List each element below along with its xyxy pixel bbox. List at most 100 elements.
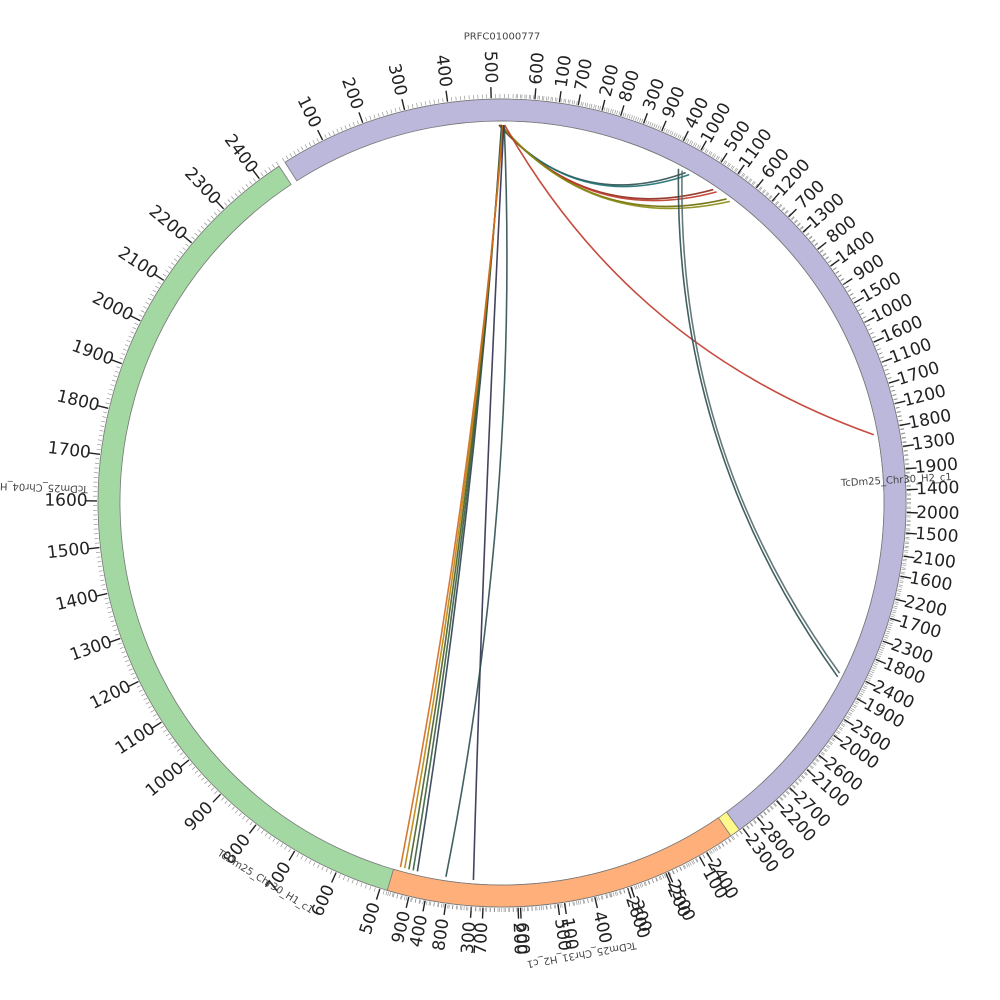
tick-chr04-2410 — [863, 685, 868, 688]
tick-chr31-840 — [429, 901, 432, 906]
tick-chr04-2460 — [853, 704, 857, 707]
tick-chr04-2680 — [795, 781, 800, 785]
tick-chr31-800 — [443, 903, 447, 916]
link-11 — [472, 124, 505, 880]
tick-chr30h1-560 — [351, 879, 354, 884]
tick-chr30h2-900 — [842, 278, 853, 286]
tick-chr04-860 — [645, 120, 648, 125]
tick-chr30h2-1570 — [902, 563, 907, 565]
tick-chr04-720 — [586, 103, 588, 108]
tick-label-chr31-600: 600 — [511, 922, 532, 955]
tick-chr30h2-450 — [702, 147, 705, 152]
tick-chr30h1-1890 — [116, 366, 121, 369]
tick-chr30h2-2040 — [823, 749, 827, 753]
tick-chr30h2-1300 — [902, 444, 915, 448]
tick-chr30h1-2260 — [207, 218, 211, 223]
tick-chr04-380 — [437, 98, 440, 103]
tick-chr30h1-610 — [329, 870, 333, 875]
link-9 — [403, 124, 504, 869]
tick-chr30h2-250 — [622, 112, 625, 117]
tick-chr30h2-1640 — [896, 592, 901, 595]
tick-chr04-330 — [416, 102, 418, 108]
tick-chr04-1730 — [892, 394, 897, 397]
tick-chr30h2-2090 — [809, 766, 813, 770]
tick-chr30h2-2450 — [687, 862, 690, 867]
tick-chr04-1220 — [778, 203, 782, 208]
tick-chr30h2-640 — [769, 195, 773, 200]
tick-chr30h1-110 — [559, 903, 561, 908]
tick-chr04-0 — [281, 157, 285, 162]
tick-chr30h2-1690 — [891, 614, 896, 616]
tick-chr30h2-1990 — [835, 731, 840, 735]
tick-chr04-2140 — [900, 573, 905, 575]
tick-chr30h2-1170 — [891, 389, 896, 392]
tick-chr30h2-890 — [840, 278, 845, 282]
tick-chr04-1110 — [741, 172, 745, 177]
tick-chr30h1-1220 — [130, 672, 135, 676]
tick-chr30h1-480 — [387, 891, 390, 896]
tick-chr30h2-650 — [772, 198, 776, 203]
tick-label-chr30h2-1300: 1300 — [911, 429, 957, 455]
tick-chr30h1-2040 — [145, 302, 150, 305]
tick-chr04-280 — [394, 108, 397, 113]
tick-chr04-2770 — [767, 808, 771, 813]
tick-chr30h2-690 — [785, 210, 789, 215]
tick-chr04-2570 — [826, 744, 831, 748]
tick-chr04-40 — [297, 148, 300, 153]
tick-chr30h1-2010 — [138, 314, 143, 317]
tick-chr30h1-2310 — [224, 202, 228, 206]
tick-chr04-1130 — [748, 178, 752, 182]
tick-chr30h1-2130 — [168, 266, 172, 269]
tick-chr04-1530 — [860, 312, 865, 315]
tick-chr04-1790 — [898, 420, 903, 422]
tick-chr04-2760 — [770, 805, 774, 810]
tick-chr04-1670 — [884, 369, 889, 371]
tick-chr31-320 — [623, 889, 626, 894]
tick-label-chr31-300: 300 — [626, 898, 655, 935]
tick-chr30h1-580 — [342, 876, 346, 881]
tick-chr30h1-2000 — [130, 315, 141, 322]
tick-chr30h1-1270 — [121, 651, 126, 654]
tick-chr30h1-1040 — [174, 744, 178, 748]
tick-chr30h2-2110 — [803, 772, 808, 776]
tick-chr30h1-1260 — [123, 655, 128, 658]
tick-label-chr30h1-1100: 1100 — [112, 719, 159, 759]
tick-chr30h2-1890 — [858, 694, 863, 697]
tick-chr04-1490 — [851, 296, 856, 300]
tick-chr30h2-1190 — [893, 398, 898, 400]
tick-chr04-960 — [685, 138, 688, 143]
tick-chr30h1-1320 — [113, 629, 118, 632]
tick-chr30h2-440 — [698, 145, 701, 150]
tick-chr04-2370 — [871, 669, 875, 672]
tick-chr04-800 — [620, 105, 625, 116]
tick-chr30h2-400 — [682, 130, 689, 142]
tick-chr04-2540 — [834, 733, 839, 737]
tick-chr04-1700 — [888, 379, 900, 384]
tick-chr04-910 — [665, 128, 668, 133]
tick-chr31-440 — [579, 900, 582, 905]
tick-chr30h1-2220 — [194, 232, 198, 236]
tick-chr30h2-1680 — [892, 609, 897, 612]
tick-chr04-2500 — [843, 718, 854, 727]
tick-label-chr30h1-1000: 1000 — [142, 758, 188, 801]
tick-chr30h1-1110 — [155, 717, 160, 721]
tick-chr31-430 — [583, 899, 585, 904]
tick-chr30h1-1080 — [163, 729, 167, 733]
tick-chr04-2850 — [739, 830, 743, 835]
tick-chr30h2-590 — [752, 181, 756, 186]
tick-chr30h1-2420 — [264, 169, 268, 174]
tick-chr30h2-770 — [809, 236, 813, 240]
tick-chr30h1-2300 — [215, 200, 225, 210]
tick-chr31-420 — [587, 898, 589, 903]
tick-chr30h1-70 — [578, 900, 580, 905]
tick-chr04-780 — [612, 109, 614, 114]
tick-chr30h2-1740 — [884, 634, 889, 637]
tick-chr04-2790 — [760, 814, 764, 818]
tick-chr31-450 — [576, 901, 578, 906]
tick-chr04-980 — [693, 142, 696, 147]
tick-chr04-810 — [624, 113, 627, 118]
tick-chr30h2-1960 — [843, 720, 847, 724]
tick-chr04-2190 — [896, 594, 901, 597]
tick-chr30h2-1550 — [903, 554, 908, 556]
tick-chr04-2840 — [743, 827, 747, 832]
